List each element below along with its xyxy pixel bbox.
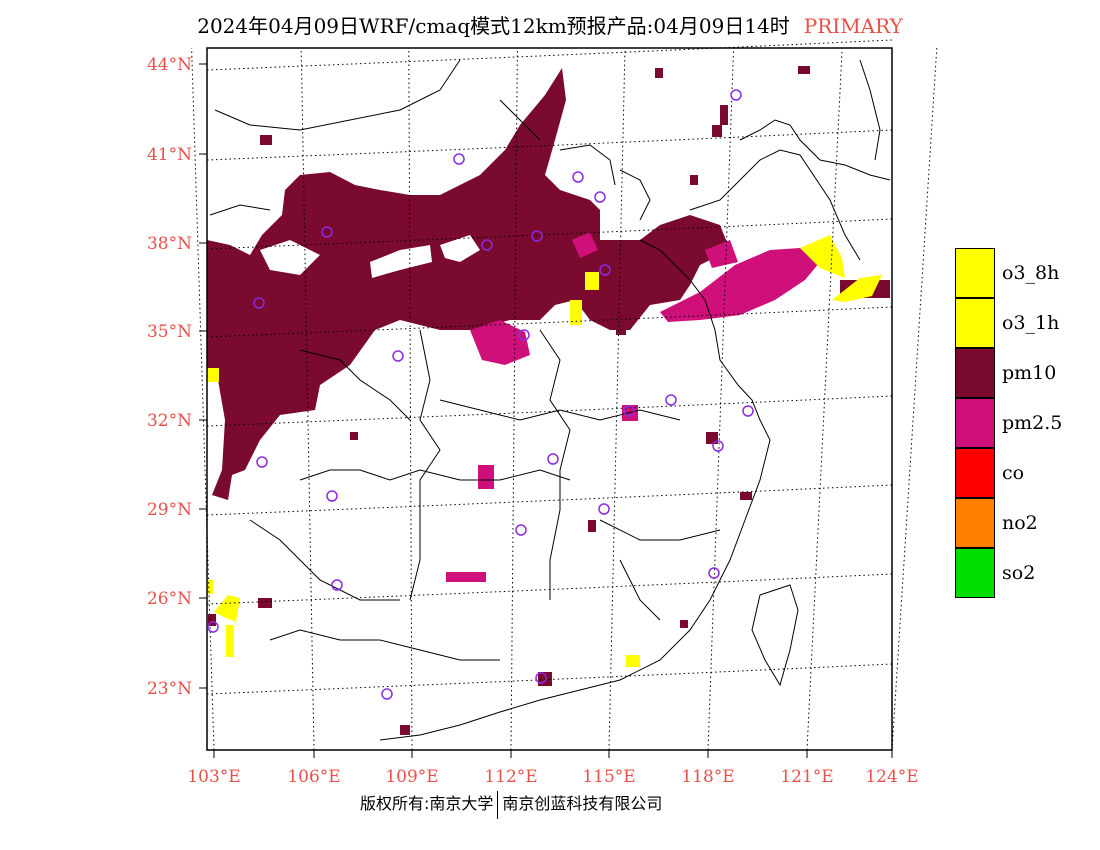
lat-label: 26°N <box>147 589 192 609</box>
o3-region <box>207 235 882 667</box>
title-text: 2024年04月09日WRF/cmaq模式12km预报产品:04月09日14时 <box>197 14 790 38</box>
parallel-32 <box>206 395 893 427</box>
lat-label: 38°N <box>147 234 192 254</box>
lon-label: 103°E <box>187 767 240 787</box>
lon-label: 124°E <box>865 767 918 787</box>
lon-label: 106°E <box>287 767 340 787</box>
circle-icon <box>515 524 527 536</box>
map-title: 2024年04月09日WRF/cmaq模式12km预报产品:04月09日14时 P… <box>0 10 1100 39</box>
primary-tag: PRIMARY <box>803 14 903 38</box>
map-frame <box>206 47 893 751</box>
station-markers <box>207 89 754 700</box>
parallel-26 <box>206 573 893 605</box>
meridian-118 <box>707 47 735 751</box>
lat-label: 29°N <box>147 500 192 520</box>
circle-icon <box>742 405 754 417</box>
meridian-121 <box>806 47 843 751</box>
lat-label: 32°N <box>147 411 192 431</box>
legend-swatch <box>955 298 995 348</box>
legend-swatch <box>955 248 995 298</box>
circle-icon <box>207 621 219 633</box>
circle-icon <box>321 226 333 238</box>
circle-icon <box>623 405 635 417</box>
lat-label: 35°N <box>147 322 192 342</box>
circle-icon <box>572 171 584 183</box>
circle-icon <box>326 490 338 502</box>
meridian-109 <box>408 47 413 751</box>
boundary-lines <box>209 59 891 741</box>
circle-icon <box>598 503 610 515</box>
circle-icon <box>392 350 404 362</box>
circle-icon <box>481 239 493 251</box>
legend-label: pm10 <box>1002 362 1057 384</box>
parallel-23 <box>206 663 893 695</box>
legend-label: o3_8h <box>1002 262 1060 284</box>
legend-swatch <box>955 398 995 448</box>
copyright-left: 版权所有:南京大学 <box>360 794 494 813</box>
legend-swatch <box>955 498 995 548</box>
legend-label: co <box>1002 462 1025 484</box>
circle-icon <box>730 89 742 101</box>
circle-icon <box>665 394 677 406</box>
legend-swatch <box>955 548 995 598</box>
meridian-103 <box>191 47 215 751</box>
circle-icon <box>535 672 547 684</box>
circle-icon <box>253 297 265 309</box>
circle-icon <box>547 453 559 465</box>
circle-icon <box>381 688 393 700</box>
lon-label: 112°E <box>484 767 537 787</box>
copyright-footer: 版权所有:南京大学 南京创蓝科技有限公司 <box>360 790 662 819</box>
legend-label: pm2.5 <box>1002 412 1063 434</box>
lat-label: 41°N <box>147 145 192 165</box>
footer-divider <box>497 790 499 819</box>
parallel-44 <box>206 39 893 71</box>
parallel-41 <box>206 129 893 161</box>
circle-icon <box>453 153 465 165</box>
legend-label: o3_1h <box>1002 312 1060 334</box>
legend-label: so2 <box>1002 562 1036 584</box>
lon-label: 121°E <box>780 767 833 787</box>
circle-icon <box>594 191 606 203</box>
parallel-35 <box>206 306 893 338</box>
lon-label: 109°E <box>385 767 438 787</box>
copyright-right: 南京创蓝科技有限公司 <box>502 794 663 813</box>
meridian-115 <box>608 47 626 751</box>
lat-label: 44°N <box>147 55 192 75</box>
legend-swatch <box>955 348 995 398</box>
meridian-112 <box>510 47 518 751</box>
graticule <box>191 39 938 758</box>
circle-icon <box>256 456 268 468</box>
circle-icon <box>708 567 720 579</box>
lat-label: 23°N <box>147 679 192 699</box>
legend-label: no2 <box>1002 512 1038 534</box>
lon-label: 115°E <box>582 767 635 787</box>
parallel-38 <box>206 218 893 250</box>
circle-icon <box>518 329 530 341</box>
circle-icon <box>712 440 724 452</box>
lon-label: 118°E <box>681 767 734 787</box>
meridian-124 <box>891 47 938 751</box>
circle-icon <box>599 264 611 276</box>
circle-icon <box>331 579 343 591</box>
circle-icon <box>531 230 543 242</box>
meridian-106 <box>300 47 315 751</box>
legend-swatch <box>955 448 995 498</box>
parallel-29 <box>206 484 893 516</box>
